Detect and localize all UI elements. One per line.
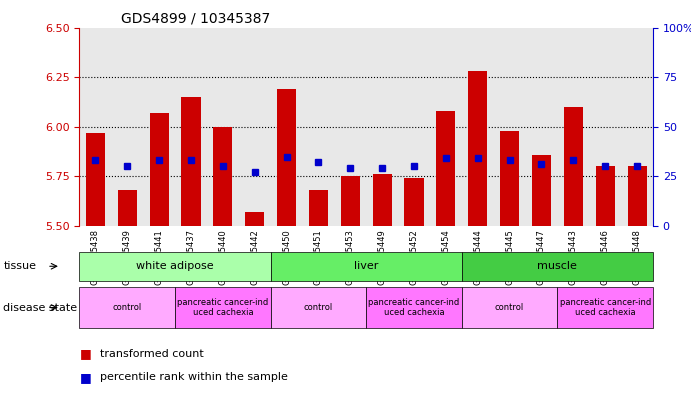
Text: percentile rank within the sample: percentile rank within the sample [100, 372, 288, 382]
Text: liver: liver [354, 261, 379, 271]
Text: pancreatic cancer-ind
uced cachexia: pancreatic cancer-ind uced cachexia [368, 298, 460, 317]
Text: muscle: muscle [538, 261, 578, 271]
Text: control: control [304, 303, 333, 312]
Text: disease state: disease state [3, 303, 77, 312]
Bar [149, 113, 169, 226]
Text: white adipose: white adipose [136, 261, 214, 271]
Bar [117, 190, 137, 226]
Bar [404, 178, 424, 226]
Text: pancreatic cancer-ind
uced cachexia: pancreatic cancer-ind uced cachexia [177, 298, 269, 317]
Bar [564, 107, 583, 226]
Bar [468, 71, 487, 226]
Bar [309, 190, 328, 226]
Bar [532, 154, 551, 226]
Bar [182, 97, 200, 226]
Bar [596, 167, 615, 226]
Bar [245, 212, 264, 226]
Text: control: control [495, 303, 524, 312]
Bar [277, 89, 296, 226]
Text: ■: ■ [79, 347, 91, 360]
Bar [500, 131, 519, 226]
Text: control: control [113, 303, 142, 312]
Bar [214, 127, 232, 226]
Text: transformed count: transformed count [100, 349, 204, 359]
Bar [627, 167, 647, 226]
Bar [86, 133, 105, 226]
Bar [436, 111, 455, 226]
Bar [341, 176, 360, 226]
Text: ■: ■ [79, 371, 91, 384]
Text: tissue: tissue [3, 261, 37, 271]
Bar [372, 174, 392, 226]
Text: GDS4899 / 10345387: GDS4899 / 10345387 [121, 12, 270, 26]
Text: pancreatic cancer-ind
uced cachexia: pancreatic cancer-ind uced cachexia [560, 298, 651, 317]
